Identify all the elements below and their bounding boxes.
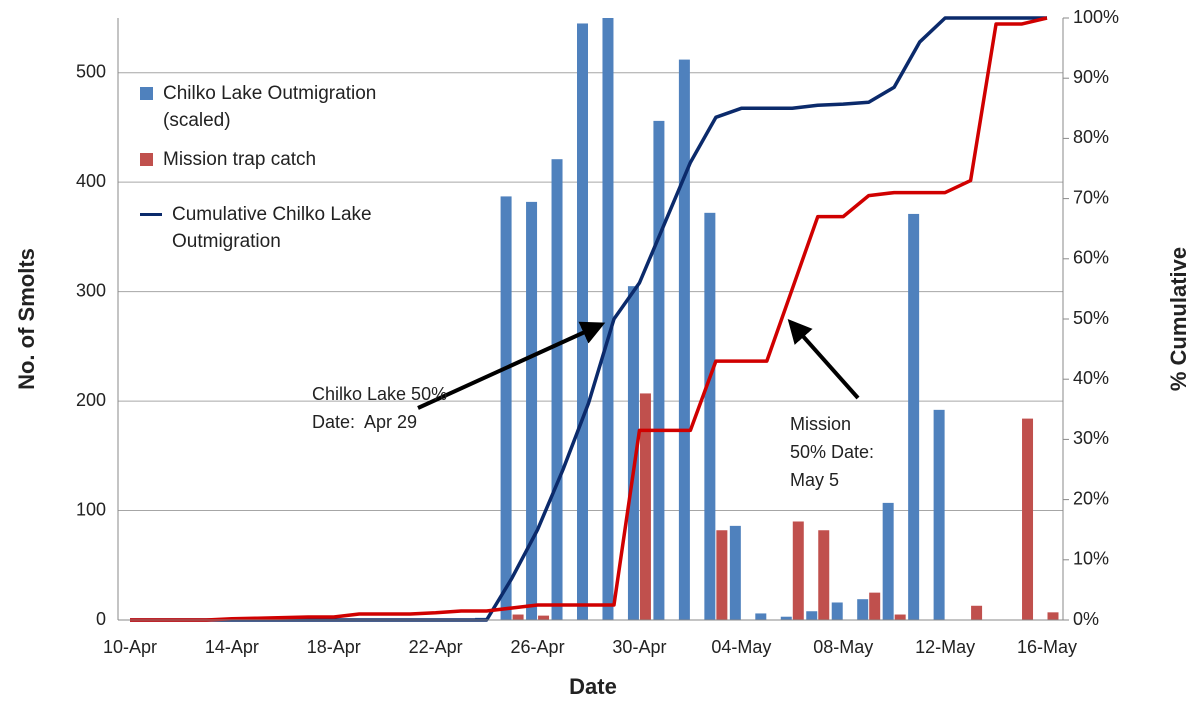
y2-tick-label: 70% [1073, 187, 1109, 207]
bar [729, 525, 741, 620]
y-tick-label: 400 [76, 171, 106, 191]
y2-tick-label: 0% [1073, 609, 1099, 629]
y-axis-title: No. of Smolts [14, 248, 39, 390]
bar [1022, 418, 1034, 620]
y2-tick-label: 40% [1073, 368, 1109, 388]
bar [971, 605, 983, 620]
x-tick-label: 12-May [915, 637, 975, 657]
y2-tick-label: 90% [1073, 67, 1109, 87]
y-tick-label: 300 [76, 280, 106, 300]
legend-swatch [140, 213, 162, 216]
bar [653, 120, 665, 621]
legend-label: Cumulative Chilko Lake Outmigration [172, 204, 372, 252]
x-tick-label: 10-Apr [103, 637, 157, 657]
bar [716, 530, 728, 620]
annotation-arrow [417, 321, 606, 410]
annotation-text: 50% Date: [790, 442, 874, 462]
bar [882, 502, 894, 620]
bar [512, 614, 524, 620]
bar [551, 159, 563, 621]
y2-tick-label: 10% [1073, 549, 1109, 569]
y-tick-label: 0 [96, 609, 106, 629]
x-tick-label: 04-May [711, 637, 771, 657]
bar [500, 196, 512, 621]
bar [831, 602, 843, 620]
bar [704, 212, 716, 620]
bar [627, 286, 639, 620]
x-tick-label: 16-May [1017, 637, 1077, 657]
bar [857, 599, 869, 620]
grid [118, 72, 1063, 512]
y2-tick-label: 20% [1073, 488, 1109, 508]
legend-item: Cumulative Chilko Lake Outmigration [140, 201, 440, 255]
y2-tick-label: 60% [1073, 248, 1109, 268]
y-tick-label: 100 [76, 499, 106, 519]
bar [678, 59, 690, 621]
bar [538, 615, 550, 620]
bar [526, 201, 538, 620]
legend-swatch [140, 153, 153, 166]
legend-item: Chilko Lake Outmigration (scaled) [140, 80, 440, 134]
bar [806, 611, 818, 620]
annotation-text: Date: Apr 29 [312, 412, 417, 432]
annotation-text: May 5 [790, 470, 839, 490]
y-tick-label: 200 [76, 390, 106, 410]
annotation-text: Mission [790, 414, 851, 434]
x-tick-label: 26-Apr [511, 637, 565, 657]
x-tick-label: 08-May [813, 637, 873, 657]
legend: Chilko Lake Outmigration (scaled) Mission… [140, 80, 440, 267]
bar [894, 614, 906, 620]
annotation-text: Chilko Lake 50% [312, 384, 447, 404]
y2-axis-title: % Cumulative [1166, 247, 1191, 391]
x-tick-label: 18-Apr [307, 637, 361, 657]
line [130, 16, 1048, 622]
bar [780, 616, 792, 620]
bar [755, 613, 767, 620]
bar [792, 521, 804, 620]
y2-tick-label: 80% [1073, 127, 1109, 147]
legend-label: Chilko Lake Outmigration (scaled) [163, 83, 377, 131]
bar [869, 592, 881, 620]
bar [908, 213, 920, 620]
legend-swatch [140, 87, 153, 100]
annotation-arrow [787, 319, 860, 400]
bar [639, 393, 651, 620]
bar [818, 530, 830, 620]
y-tick-label: 500 [76, 61, 106, 81]
x-tick-label: 14-Apr [205, 637, 259, 657]
x-tick-label: 22-Apr [409, 637, 463, 657]
legend-label: Mission trap catch [163, 149, 317, 170]
bar [577, 23, 588, 621]
bar [602, 18, 614, 620]
x-axis-title: Date [569, 674, 617, 699]
y2-tick-label: 50% [1073, 308, 1109, 328]
bar [1047, 612, 1059, 620]
x-tick-label: 30-Apr [612, 637, 666, 657]
y2-tick-label: 30% [1073, 428, 1109, 448]
legend-item: Mission trap catch [140, 146, 440, 173]
y2-tick-label: 100% [1073, 7, 1119, 27]
bar [933, 409, 945, 620]
